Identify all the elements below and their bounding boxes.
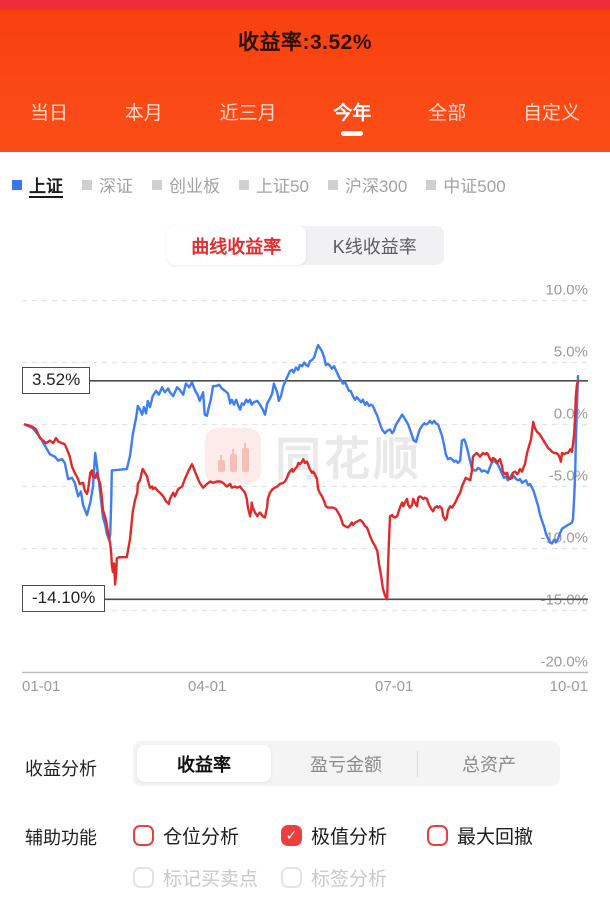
legend-label: 中证500 (443, 177, 506, 196)
series-收益率 (23, 379, 580, 601)
watermark-text: 同花顺 (275, 433, 422, 485)
x-tick-label: 04-01 (188, 678, 227, 695)
legend-label: 深证 (99, 177, 133, 196)
y-tick-label: 10.0% (545, 285, 588, 299)
analysis-option-total-assets[interactable]: 总资产 (462, 754, 516, 775)
reference-label-min: -14.10% (22, 585, 106, 613)
chart-type-toggle: 曲线收益率 K线收益率 (167, 226, 444, 265)
chart-canvas[interactable]: 10.0%5.0%0.0%-5.0%-10.0%-15.0%-20.0% (0, 285, 610, 675)
y-tick-label: 5.0% (554, 344, 588, 361)
checkbox-icon[interactable] (133, 825, 154, 846)
legend-swatch (327, 179, 338, 190)
aux-option-tag-analysis: 标签分析 (281, 864, 387, 891)
legend-item-hs300[interactable]: 沪深300 (327, 172, 408, 197)
segment-divider (417, 750, 418, 777)
legend-label: 上证50 (256, 177, 309, 196)
return-chart[interactable]: 同花顺 01-01 04-01 07-01 10-01 10.0% 5.0% 0.0% -5… (0, 285, 610, 705)
status-strip (0, 0, 610, 10)
tab-label: 近三月 (219, 103, 277, 124)
tab-label: 本月 (124, 103, 163, 124)
aux-option-max-drawdown[interactable]: 最大回撤 (427, 822, 533, 849)
tab-this-month[interactable]: 本月 (125, 98, 163, 139)
tab-selected-underline (341, 131, 364, 136)
analysis-option-return-rate[interactable]: 收益率 (137, 745, 271, 782)
tab-label: 今年 (333, 103, 372, 124)
aux-option-mark-trades: 标记买卖点 (133, 864, 258, 891)
y-tick-label: -20.0% (540, 654, 588, 671)
watermark-logo-icon (205, 428, 261, 484)
legend-item-sse50[interactable]: 上证50 (239, 172, 309, 197)
series-上证 (23, 343, 580, 545)
aux-option-label: 极值分析 (311, 827, 388, 848)
x-tick-label: 01-01 (22, 678, 61, 695)
tab-label: 全部 (428, 103, 467, 124)
aux-option-label: 最大回撤 (457, 827, 534, 848)
legend-label: 创业板 (169, 177, 220, 196)
period-tabs: 当日 本月 近三月 今年 全部 自定义 (0, 98, 610, 139)
aux-section-label: 辅助功能 (25, 828, 97, 848)
y-tick-label: 0.0% (554, 406, 588, 423)
checkbox-icon (281, 867, 302, 888)
aux-option-position-analysis[interactable]: 仓位分析 (133, 822, 239, 849)
x-tick-label: 10-01 (549, 678, 588, 695)
x-axis-labels: 01-01 04-01 07-01 10-01 (0, 678, 610, 698)
tab-custom[interactable]: 自定义 (523, 98, 580, 139)
tab-label: 当日 (30, 103, 69, 124)
tab-all[interactable]: 全部 (428, 98, 466, 139)
legend-label: 上证 (29, 177, 63, 196)
legend-item-csi500[interactable]: 中证500 (426, 172, 506, 197)
aux-option-label: 标记买卖点 (163, 869, 259, 890)
reference-label-current: 3.52% (22, 366, 91, 394)
index-legend: 上证 深证 创业板 上证50 沪深300 中证500 (12, 172, 604, 197)
tab-this-year[interactable]: 今年 (333, 98, 371, 139)
checkbox-icon (133, 867, 154, 888)
legend-swatch (239, 179, 249, 190)
checkbox-checked-icon[interactable]: ✓ (281, 825, 302, 846)
tab-last-3-months[interactable]: 近三月 (220, 98, 277, 139)
toggle-kline-return[interactable]: K线收益率 (332, 236, 417, 257)
analysis-type-toggle: 收益率 盈亏金额 总资产 (133, 741, 560, 786)
legend-swatch (82, 179, 92, 190)
watermark: 同花顺 (205, 423, 422, 489)
tab-label: 自定义 (522, 103, 580, 124)
aux-option-extreme-analysis[interactable]: ✓ 极值分析 (281, 822, 387, 849)
checkbox-icon[interactable] (427, 825, 448, 846)
legend-item-shenzhen[interactable]: 深证 (82, 172, 133, 197)
analysis-section-label: 收益分析 (25, 759, 97, 779)
header: 收益率:3.52% 当日 本月 近三月 今年 全部 自定义 (0, 10, 610, 152)
x-tick-label: 07-01 (375, 678, 414, 695)
aux-option-label: 仓位分析 (163, 827, 240, 848)
tab-today[interactable]: 当日 (30, 98, 68, 139)
y-tick-label: -5.0% (549, 468, 588, 485)
legend-item-chinext[interactable]: 创业板 (152, 172, 220, 197)
page-title: 收益率:3.52% (237, 31, 373, 54)
legend-swatch (426, 179, 437, 190)
legend-label: 沪深300 (344, 177, 408, 196)
legend-swatch (152, 179, 162, 190)
analysis-option-profit-loss[interactable]: 盈亏金额 (310, 754, 382, 775)
legend-swatch (12, 179, 22, 190)
aux-option-label: 标签分析 (311, 869, 388, 890)
toggle-curve-return[interactable]: 曲线收益率 (167, 226, 306, 265)
legend-item-shanghai[interactable]: 上证 (12, 172, 63, 197)
